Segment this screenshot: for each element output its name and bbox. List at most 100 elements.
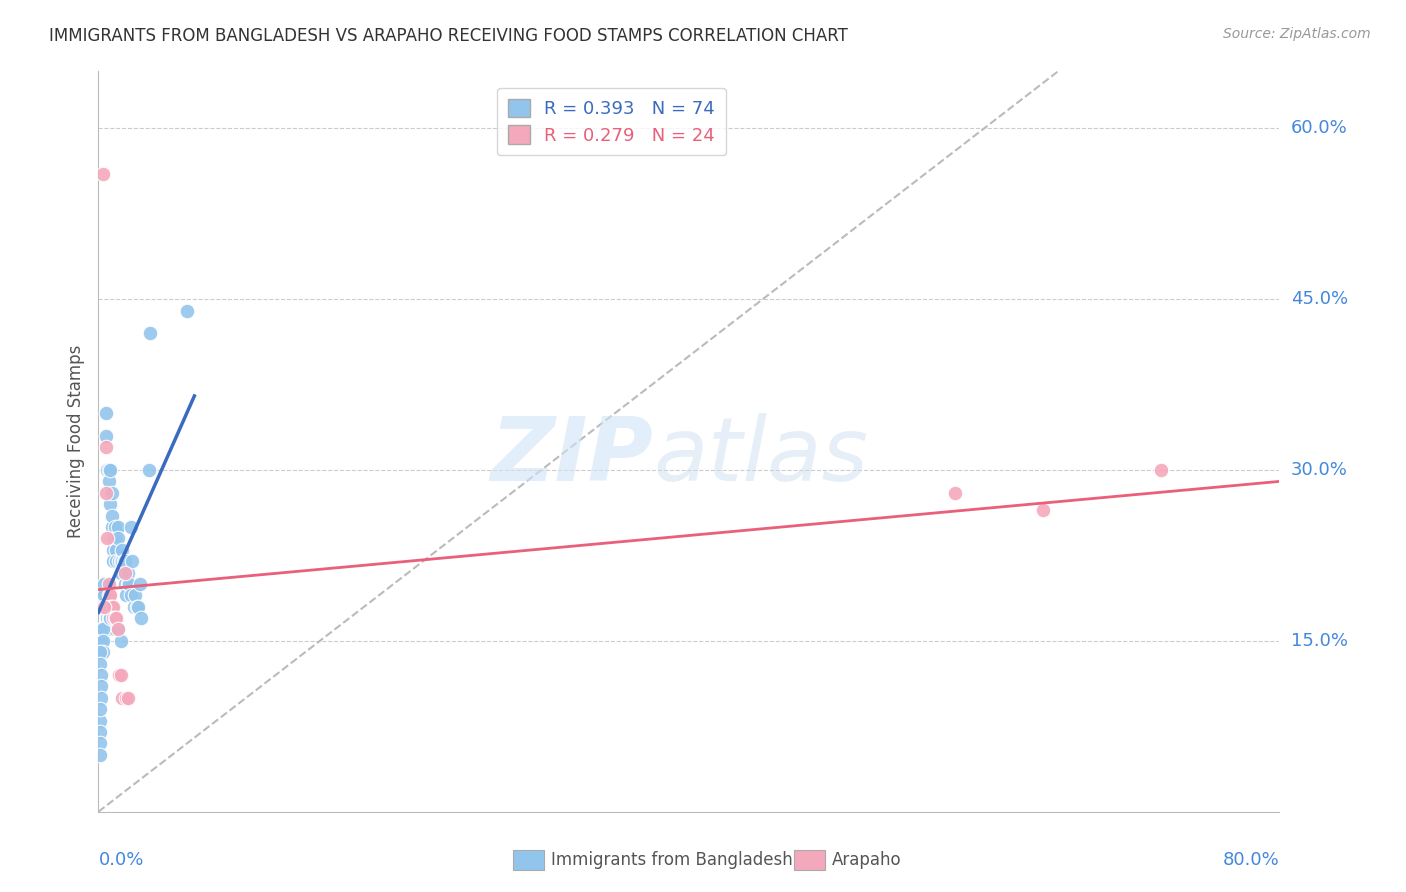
Point [91, 645, 114, 659]
Point [104, 611, 127, 625]
Point [96, 611, 118, 625]
Point [90, 668, 112, 682]
Point [93, 599, 115, 614]
Point [89, 747, 111, 762]
Point [97, 577, 120, 591]
Point [103, 611, 125, 625]
Point [108, 668, 131, 682]
Point [104, 532, 127, 546]
Point [139, 326, 162, 341]
Point [121, 554, 143, 568]
Point [98, 463, 121, 477]
Point [127, 599, 149, 614]
Point [100, 485, 122, 500]
Point [107, 623, 129, 637]
Point [96, 599, 118, 614]
Point [91, 599, 114, 614]
Point [89, 725, 111, 739]
Point [96, 463, 118, 477]
Y-axis label: Receiving Food Stamps: Receiving Food Stamps [66, 345, 84, 538]
Point [104, 623, 127, 637]
Text: IMMIGRANTS FROM BANGLADESH VS ARAPAHO RECEIVING FOOD STAMPS CORRELATION CHART: IMMIGRANTS FROM BANGLADESH VS ARAPAHO RE… [49, 27, 848, 45]
Point [90, 623, 112, 637]
Point [98, 599, 121, 614]
Point [94, 440, 117, 454]
Text: Source: ZipAtlas.com: Source: ZipAtlas.com [1223, 27, 1371, 41]
Point [115, 690, 138, 705]
Point [105, 554, 128, 568]
Point [107, 532, 129, 546]
Point [111, 690, 134, 705]
Text: 15.0%: 15.0% [1291, 632, 1347, 650]
Point [97, 475, 120, 489]
Point [93, 588, 115, 602]
Point [90, 690, 112, 705]
Point [91, 588, 114, 602]
Point [115, 588, 138, 602]
Point [110, 668, 132, 682]
Point [120, 588, 142, 602]
Point [138, 463, 160, 477]
Point [110, 554, 132, 568]
Point [90, 633, 112, 648]
Point [89, 702, 111, 716]
Point [89, 657, 111, 671]
Point [94, 485, 117, 500]
Point [103, 532, 125, 546]
Point [117, 577, 139, 591]
Point [91, 623, 114, 637]
Text: 0.0%: 0.0% [98, 851, 143, 869]
Point [100, 520, 122, 534]
Point [107, 520, 129, 534]
Point [105, 542, 128, 557]
Point [97, 463, 120, 477]
Point [100, 623, 122, 637]
Point [93, 577, 115, 591]
Text: atlas: atlas [654, 413, 869, 500]
Point [94, 429, 117, 443]
Point [114, 554, 136, 568]
Point [110, 633, 132, 648]
Point [98, 497, 121, 511]
Point [97, 588, 120, 602]
Point [103, 599, 125, 614]
Point [104, 520, 127, 534]
Point [98, 588, 121, 602]
Point [128, 577, 150, 591]
Point [129, 611, 152, 625]
Text: Immigrants from Bangladesh: Immigrants from Bangladesh [551, 851, 793, 869]
Point [176, 303, 198, 318]
Point [1032, 503, 1054, 517]
Point [94, 599, 117, 614]
Text: 80.0%: 80.0% [1223, 851, 1279, 869]
Point [117, 566, 139, 580]
Point [100, 508, 122, 523]
Text: 45.0%: 45.0% [1291, 290, 1348, 308]
Point [124, 588, 146, 602]
Point [90, 680, 112, 694]
Point [96, 532, 118, 546]
Point [943, 485, 966, 500]
Point [107, 623, 129, 637]
Point [98, 611, 121, 625]
Point [89, 714, 111, 728]
Text: 30.0%: 30.0% [1291, 461, 1347, 479]
Point [89, 645, 111, 659]
Point [110, 566, 132, 580]
Text: 60.0%: 60.0% [1291, 120, 1347, 137]
Point [114, 577, 136, 591]
Point [93, 599, 115, 614]
Point [114, 566, 136, 580]
Point [98, 611, 121, 625]
Point [122, 599, 145, 614]
Point [94, 406, 117, 420]
Point [111, 554, 134, 568]
Point [1150, 463, 1173, 477]
Point [100, 599, 122, 614]
Point [108, 554, 131, 568]
Point [120, 520, 142, 534]
Point [125, 599, 148, 614]
Point [91, 633, 114, 648]
Legend: R = 0.393   N = 74, R = 0.279   N = 24: R = 0.393 N = 74, R = 0.279 N = 24 [498, 87, 725, 155]
Text: ZIP: ZIP [491, 413, 654, 500]
